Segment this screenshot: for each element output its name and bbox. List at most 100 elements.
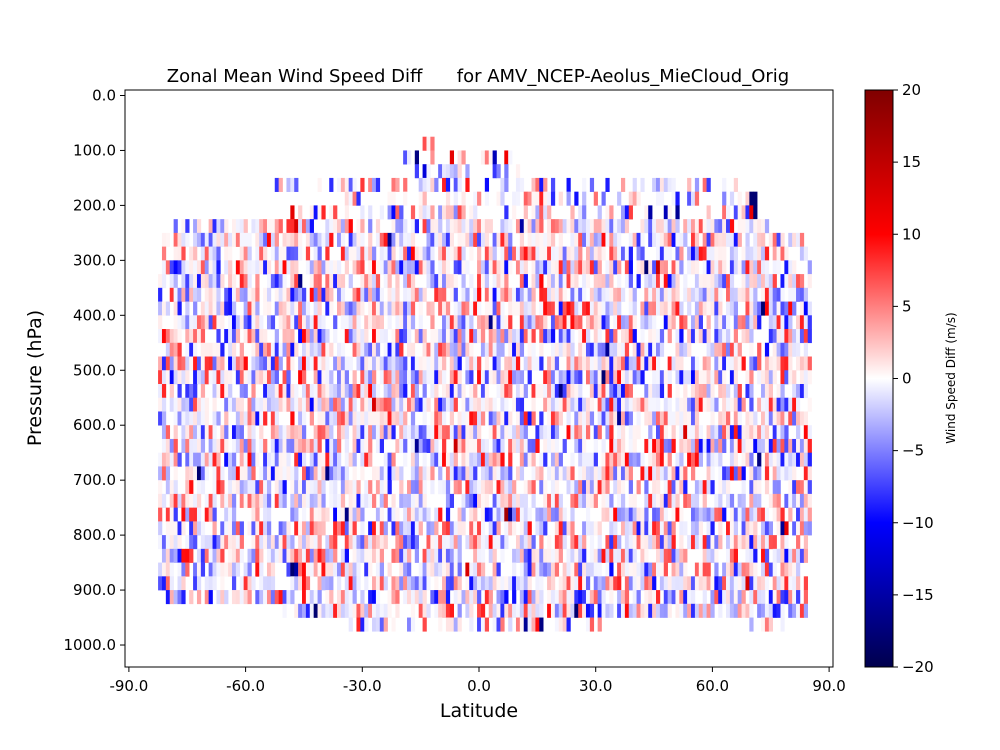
heatmap-cell: [656, 411, 661, 426]
heatmap-cell: [550, 342, 556, 357]
heatmap-cell: [566, 548, 571, 563]
heatmap-cell: [445, 342, 451, 357]
heatmap-cell: [523, 576, 528, 591]
heatmap-cell: [636, 576, 641, 591]
heatmap-cell: [329, 219, 334, 234]
heatmap-cell: [469, 356, 474, 371]
heatmap-cell: [761, 260, 766, 275]
heatmap-cell: [484, 617, 490, 632]
heatmap-cell: [761, 232, 766, 247]
heatmap-cell: [305, 480, 311, 495]
heatmap-cell: [480, 548, 486, 563]
heatmap-cell: [278, 301, 283, 316]
heatmap-cell: [617, 246, 622, 261]
heatmap-cell: [239, 576, 244, 591]
heatmap-cell: [465, 425, 470, 440]
heatmap-cell: [457, 205, 462, 220]
heatmap-cell: [235, 370, 241, 385]
heatmap-cell: [383, 397, 388, 412]
heatmap-cell: [519, 507, 525, 522]
heatmap-cell: [383, 617, 388, 632]
heatmap-cell: [644, 342, 649, 357]
heatmap-cell: [679, 232, 684, 247]
heatmap-cell: [589, 219, 595, 234]
heatmap-cell: [523, 548, 528, 563]
heatmap-cell: [574, 301, 579, 316]
heatmap-cell: [484, 397, 490, 412]
heatmap-cell: [745, 274, 750, 289]
heatmap-cell: [799, 370, 805, 385]
heatmap-cell: [624, 562, 630, 577]
heatmap-cell: [609, 370, 614, 385]
heatmap-cell: [799, 411, 805, 426]
heatmap-cell: [379, 425, 384, 440]
heatmap-cell: [508, 370, 513, 385]
heatmap-cell: [274, 411, 279, 426]
heatmap-cell: [161, 370, 167, 385]
heatmap-cell: [726, 232, 731, 247]
heatmap-cell: [247, 438, 252, 453]
heatmap-cell: [523, 205, 528, 220]
heatmap-cell: [298, 411, 303, 426]
heatmap-cell: [761, 425, 766, 440]
heatmap-cell: [165, 232, 171, 247]
heatmap-cell: [496, 356, 501, 371]
heatmap-cell: [632, 548, 637, 563]
heatmap-cell: [515, 425, 521, 440]
heatmap-cell: [305, 219, 311, 234]
heatmap-cell: [718, 232, 723, 247]
heatmap-cell: [208, 287, 213, 302]
heatmap-cell: [597, 384, 602, 399]
heatmap-cell: [356, 287, 361, 302]
heatmap-cell: [792, 521, 797, 536]
heatmap-cell: [488, 150, 493, 165]
heatmap-cell: [620, 603, 626, 618]
heatmap-cell: [375, 438, 381, 453]
heatmap-cell: [309, 493, 314, 508]
heatmap-cell: [235, 260, 241, 275]
heatmap-cell: [383, 480, 388, 495]
heatmap-cell: [620, 246, 626, 261]
heatmap-cell: [193, 438, 198, 453]
heatmap-cell: [302, 425, 307, 440]
heatmap-cell: [231, 287, 237, 302]
heatmap-cell: [488, 590, 493, 605]
heatmap-cell: [375, 232, 381, 247]
heatmap-cell: [726, 548, 731, 563]
heatmap-cell: [803, 287, 809, 302]
heatmap-cell: [691, 356, 696, 371]
heatmap-cell: [422, 397, 427, 412]
heatmap-cell: [796, 535, 801, 550]
heatmap-cell: [270, 384, 276, 399]
heatmap-cell: [788, 329, 793, 344]
heatmap-cell: [601, 219, 606, 234]
heatmap-cell: [543, 384, 548, 399]
heatmap-cell: [753, 260, 758, 275]
heatmap-cell: [173, 219, 178, 234]
heatmap-cell: [694, 535, 700, 550]
heatmap-cell: [165, 562, 171, 577]
heatmap-cell: [780, 329, 785, 344]
heatmap-cell: [757, 480, 762, 495]
heatmap-cell: [372, 287, 377, 302]
heatmap-cell: [722, 274, 727, 289]
heatmap-cell: [558, 232, 563, 247]
heatmap-cell: [414, 466, 419, 481]
heatmap-cell: [477, 301, 482, 316]
heatmap-cell: [484, 246, 490, 261]
heatmap-cell: [574, 191, 579, 206]
heatmap-cell: [356, 301, 361, 316]
heatmap-cell: [753, 356, 758, 371]
heatmap-cell: [636, 342, 641, 357]
heatmap-cell: [652, 590, 657, 605]
heatmap-cell: [212, 384, 217, 399]
heatmap-cell: [702, 438, 707, 453]
heatmap-cell: [749, 191, 754, 206]
heatmap-cell: [196, 521, 202, 536]
heatmap-cell: [753, 191, 758, 206]
heatmap-cell: [659, 246, 665, 261]
heatmap-cell: [659, 452, 665, 467]
heatmap-cell: [554, 370, 560, 385]
heatmap-cell: [768, 274, 773, 289]
heatmap-cell: [663, 480, 668, 495]
